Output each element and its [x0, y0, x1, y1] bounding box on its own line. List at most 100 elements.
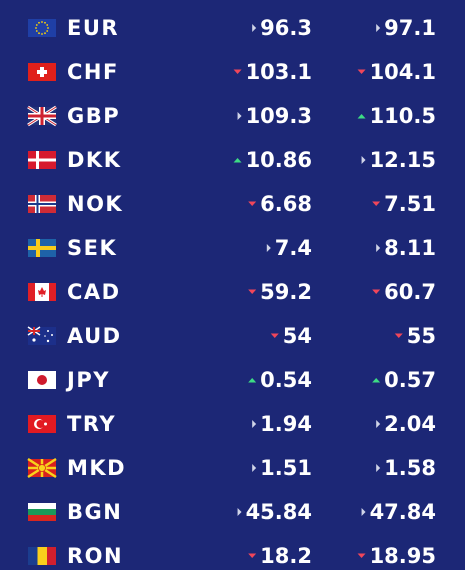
- sell-rate: 18.95: [370, 544, 436, 568]
- flag-star: [44, 422, 47, 426]
- trend-up: [357, 114, 366, 119]
- flag-star: [51, 334, 53, 336]
- flag-cross: [28, 158, 56, 162]
- flag-star: [35, 30, 38, 32]
- sell-rate: 12.15: [370, 148, 436, 172]
- flag-field: [28, 19, 56, 37]
- flag-band: [28, 509, 56, 515]
- flag: [28, 239, 56, 257]
- trend-flat: [237, 112, 242, 120]
- trend-down: [372, 289, 381, 294]
- flag-cross: [37, 70, 47, 74]
- flag-star: [35, 24, 38, 26]
- buy-rate: 45.84: [246, 500, 312, 524]
- flag-star: [47, 27, 49, 29]
- trend-down: [270, 333, 279, 338]
- flag: [28, 151, 56, 169]
- sell-rate: 110.5: [370, 104, 436, 128]
- flag-sun: [38, 464, 46, 472]
- flag: [27, 326, 56, 345]
- sell-rate: 2.04: [384, 412, 436, 436]
- sell-rate: 47.84: [370, 500, 436, 524]
- flag-crescent: [36, 420, 45, 428]
- flag-star: [44, 21, 46, 24]
- trend-flat: [361, 156, 366, 164]
- buy-rate: 109.3: [246, 104, 312, 128]
- flag-star: [44, 32, 46, 35]
- currency-code: SEK: [67, 236, 117, 260]
- flag: [28, 371, 56, 389]
- flag: [27, 457, 57, 479]
- flag-band: [49, 283, 56, 301]
- sell-rate: 8.11: [384, 236, 436, 260]
- currency-code: RON: [67, 544, 123, 568]
- flag-cross: [28, 330, 40, 332]
- buy-rate: 59.2: [260, 280, 312, 304]
- flag-star: [38, 21, 40, 24]
- trend-flat: [252, 24, 257, 32]
- trend-flat: [361, 508, 366, 516]
- flag-star: [47, 330, 49, 332]
- currency-code: BGN: [67, 500, 122, 524]
- buy-rate: 18.2: [260, 544, 312, 568]
- sell-rate: 60.7: [384, 280, 436, 304]
- buy-rate: 1.51: [260, 456, 312, 480]
- currency-code: MKD: [67, 456, 126, 480]
- sell-rate: 0.57: [384, 368, 436, 392]
- currency-code: DKK: [67, 148, 121, 172]
- trend-flat: [237, 508, 242, 516]
- trend-up: [233, 158, 242, 163]
- flag-star: [41, 33, 43, 35]
- flag-disc: [37, 375, 47, 385]
- flag-rays: [27, 457, 57, 479]
- flag: [28, 19, 56, 37]
- flag: [28, 63, 56, 81]
- flag-band: [28, 515, 56, 521]
- currency-code: CAD: [67, 280, 121, 304]
- trend-flat: [266, 244, 271, 252]
- currency-code: EUR: [67, 16, 119, 40]
- currency-code: JPY: [65, 368, 110, 392]
- buy-rate: 1.94: [260, 412, 312, 436]
- trend-down: [248, 289, 257, 294]
- trend-down: [372, 201, 381, 206]
- trend-down: [394, 333, 403, 338]
- flag-star: [46, 30, 49, 32]
- buy-rate: 96.3: [260, 16, 312, 40]
- currency-code: AUD: [67, 324, 122, 348]
- flag: [28, 547, 56, 565]
- flag-cross: [28, 114, 56, 118]
- flag-star: [44, 335, 46, 337]
- buy-rate: 103.1: [246, 60, 312, 84]
- flag-band: [28, 503, 56, 509]
- flag-star: [32, 338, 36, 342]
- flag-band: [47, 547, 56, 565]
- trend-up: [248, 378, 257, 383]
- sell-rate: 97.1: [384, 16, 436, 40]
- flag-star: [46, 24, 49, 26]
- trend-up: [372, 378, 381, 383]
- flag-star: [41, 21, 43, 23]
- trend-down: [357, 69, 366, 74]
- flag: [28, 503, 56, 521]
- buy-rate: 0.54: [260, 368, 312, 392]
- trend-flat: [376, 420, 381, 428]
- trend-flat: [252, 420, 257, 428]
- trend-down: [248, 201, 257, 206]
- trend-flat: [376, 464, 381, 472]
- trend-down: [248, 553, 257, 558]
- flag-leaf: [38, 287, 46, 297]
- sell-rate: 55: [407, 324, 436, 348]
- flag-cross: [28, 246, 56, 250]
- buy-rate: 54: [283, 324, 312, 348]
- flag-band: [28, 547, 38, 565]
- flag-star: [38, 32, 40, 35]
- trend-flat: [376, 24, 381, 32]
- flag-cross: [28, 203, 56, 205]
- flag-band: [37, 547, 47, 565]
- trend-flat: [376, 244, 381, 252]
- sell-rate: 104.1: [370, 60, 436, 84]
- flag-star: [35, 27, 37, 29]
